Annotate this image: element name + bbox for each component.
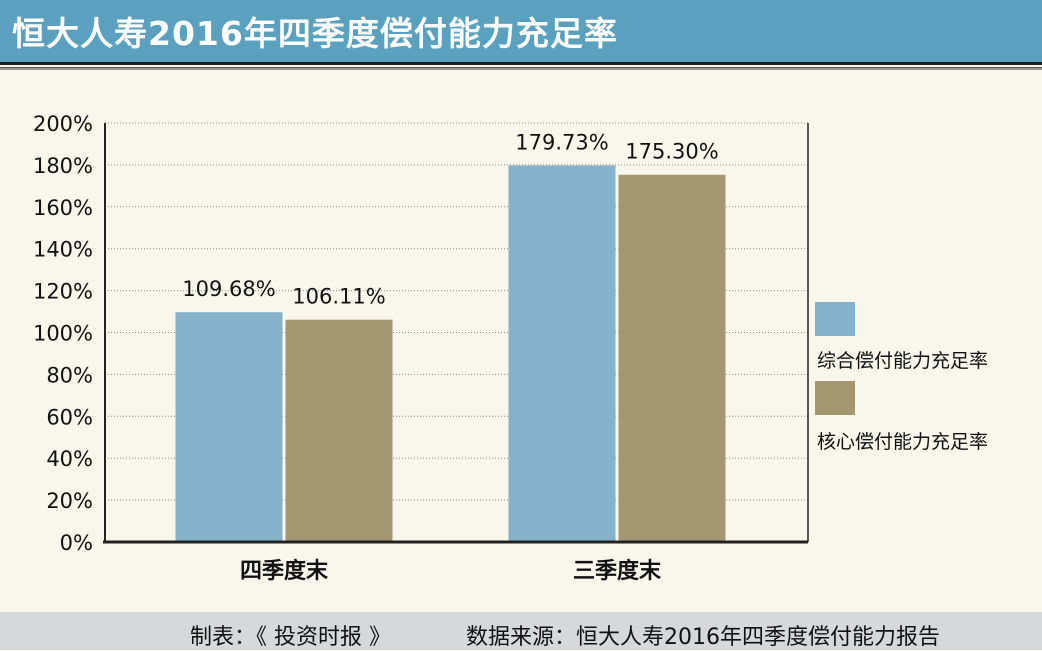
title-divider <box>0 62 1042 65</box>
footer: 制表：《 投资时报 》 数据来源：恒大人寿2016年四季度偿付能力报告 <box>0 612 1042 650</box>
chart-area: 0% 20% 40% 60% 80% 100% 120% 140% 160% 180% 200% 10… <box>0 68 1042 584</box>
x-category-label: 四季度末 <box>240 558 329 584</box>
y-tick-label: 120% <box>33 280 93 304</box>
title-bar: 恒大人寿2016年四季度偿付能力充足率 <box>0 0 1042 62</box>
bar <box>618 174 726 542</box>
legend-label-core: 核心偿付能力充足率 <box>817 431 989 453</box>
y-tick-label: 100% <box>33 322 93 346</box>
data-label: 106.11% <box>292 285 385 309</box>
bar <box>175 312 283 542</box>
y-tick-label: 60% <box>46 405 93 429</box>
footer-maker: 制表：《 投资时报 》 <box>190 625 391 650</box>
y-tick-label: 40% <box>46 447 93 471</box>
footer-source: 数据来源：恒大人寿2016年四季度偿付能力报告 <box>466 625 940 650</box>
chart-title: 恒大人寿2016年四季度偿付能力充足率 <box>12 14 618 53</box>
data-label: 175.30% <box>625 140 718 164</box>
legend-swatch-composite <box>815 302 855 336</box>
y-tick-label: 180% <box>33 154 93 178</box>
x-category-label: 三季度末 <box>573 558 662 584</box>
y-tick-label: 20% <box>46 489 93 513</box>
y-tick-label: 140% <box>33 238 93 262</box>
bar <box>508 165 616 543</box>
y-tick-label: 160% <box>33 196 93 220</box>
bar <box>285 319 393 542</box>
data-label: 109.68% <box>182 277 275 301</box>
title-divider-thin <box>0 67 1042 68</box>
legend-label-composite: 综合偿付能力充足率 <box>817 350 989 372</box>
y-tick-label: 0% <box>60 531 93 555</box>
legend-swatch-core <box>815 381 855 415</box>
data-label: 179.73% <box>515 130 608 154</box>
y-tick-label: 80% <box>46 363 93 387</box>
y-tick-label: 200% <box>33 112 93 136</box>
